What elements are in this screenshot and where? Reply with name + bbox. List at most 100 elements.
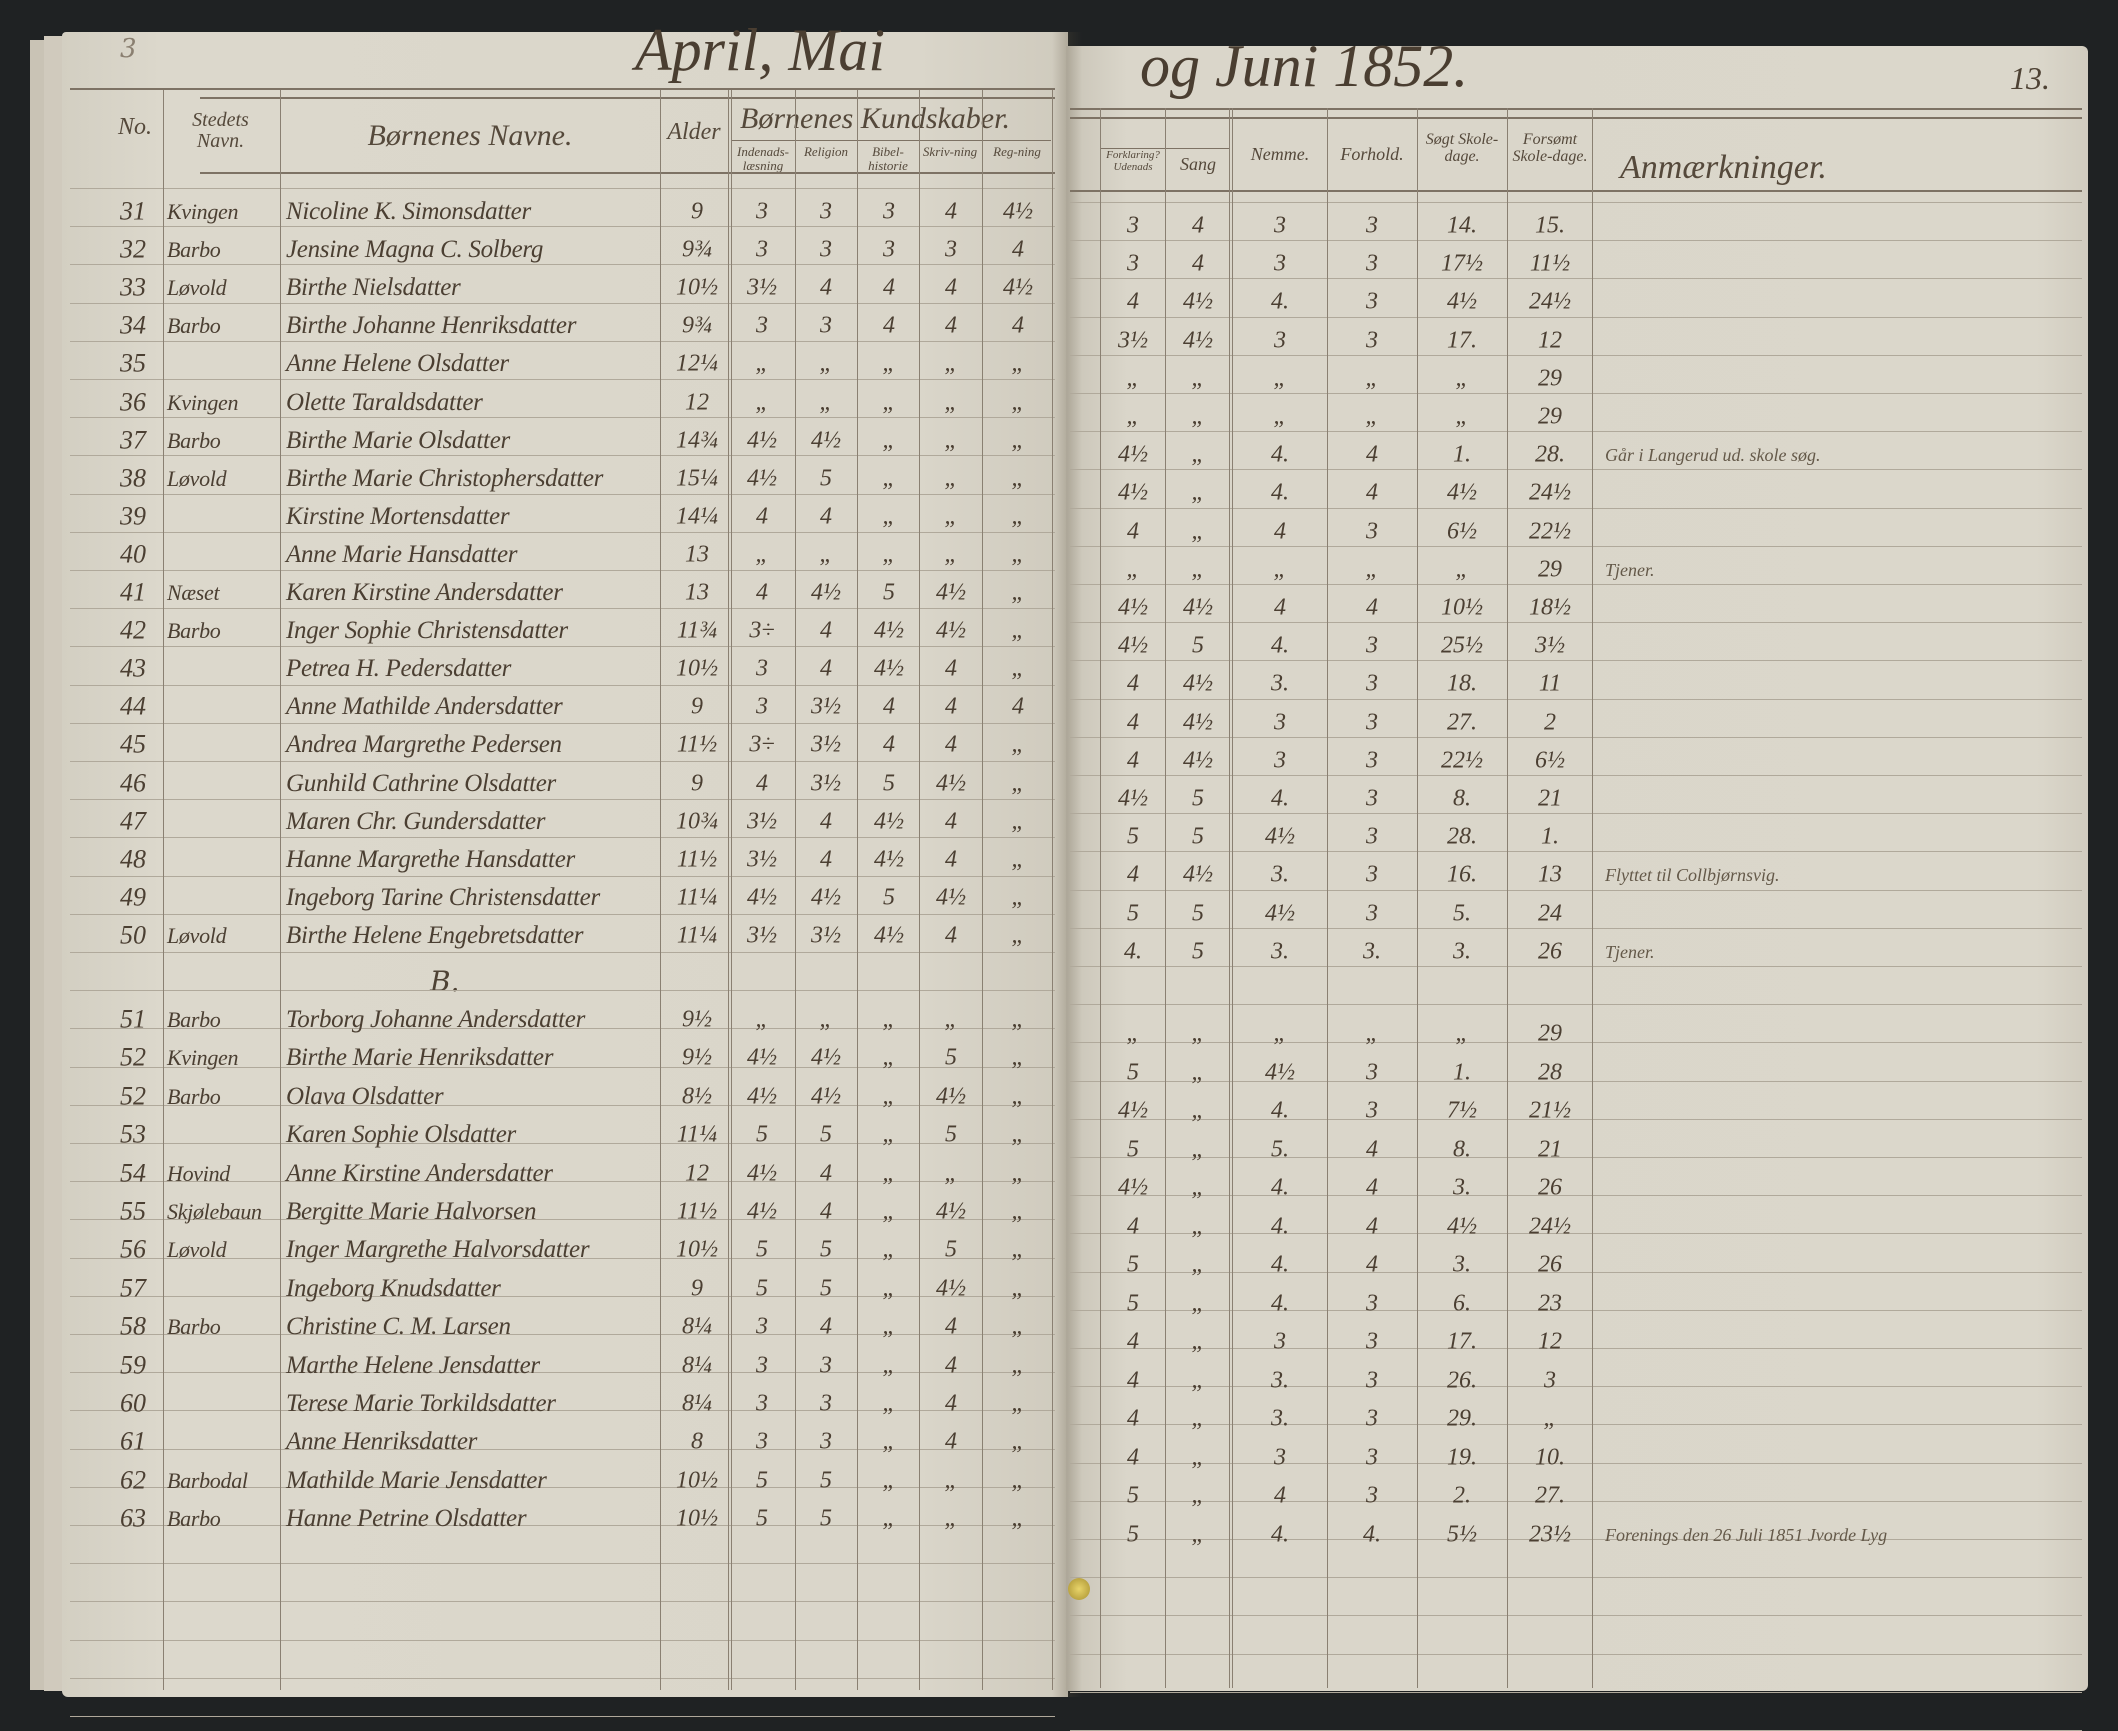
ruled-line xyxy=(1070,278,2082,279)
grade-or-days: 4 xyxy=(1127,288,1139,315)
row-number: 57 xyxy=(120,1273,146,1303)
child-name: Terese Marie Torkildsdatter xyxy=(286,1390,556,1417)
ruled-line xyxy=(1070,1081,2082,1082)
knowledge-grade: 4½ xyxy=(936,1198,966,1225)
remark: Flyttet til Collbjørnsvig. xyxy=(1605,865,1780,886)
age: 10½ xyxy=(676,655,718,682)
knowledge-grade: „ xyxy=(755,541,769,568)
grade-or-days: 3 xyxy=(1366,1367,1378,1394)
ruled-line xyxy=(70,1716,1055,1717)
knowledge-grade: 3÷ xyxy=(749,617,775,644)
grade-or-days: 24½ xyxy=(1529,288,1571,315)
ruled-line xyxy=(70,264,1055,265)
child-name: Hanne Margrethe Hansdatter xyxy=(286,845,575,873)
knowledge-grade: „ xyxy=(944,350,958,377)
knowledge-grade: „ xyxy=(1011,1390,1025,1417)
header-forsomt: Forsømt Skole-dage. xyxy=(1512,131,1588,165)
place-name: Barbo xyxy=(167,313,221,339)
child-name: Anne Helene Olsdatter xyxy=(286,350,509,378)
knowledge-grade: 3 xyxy=(756,312,768,339)
knowledge-grade: 4½ xyxy=(811,884,841,911)
row-number: 42 xyxy=(120,615,146,645)
column-divider xyxy=(1165,108,1166,1688)
ruled-line xyxy=(70,990,1055,991)
age: 13 xyxy=(685,541,709,568)
child-name: Ingeborg Knudsdatter xyxy=(286,1274,501,1302)
grade-or-days: 3 xyxy=(1127,212,1139,239)
grade-or-days: 3 xyxy=(1366,1405,1378,1432)
knowledge-grade: 4½ xyxy=(747,884,777,911)
ruled-line xyxy=(70,532,1055,533)
age: 11½ xyxy=(676,1198,718,1225)
grade-or-days: 3 xyxy=(1366,747,1378,774)
grade-or-days: 1. xyxy=(1541,823,1559,850)
ruled-line xyxy=(1070,737,2082,738)
knowledge-grade: „ xyxy=(1011,1044,1025,1071)
row-number: 55 xyxy=(120,1196,146,1226)
age: 9¾ xyxy=(682,312,712,339)
place-name: Løvold xyxy=(167,274,227,300)
grade-or-days: 3 xyxy=(1366,1328,1378,1355)
ruled-line xyxy=(1070,1042,2082,1043)
knowledge-grade: 4 xyxy=(820,1160,832,1187)
child-name: Anne Kirstine Andersdatter xyxy=(286,1159,553,1187)
grade-or-days: „ xyxy=(1191,479,1205,506)
grade-or-days: 4 xyxy=(1366,1174,1378,1201)
knowledge-grade: „ xyxy=(882,1467,896,1494)
knowledge-grade: „ xyxy=(1011,1083,1025,1110)
place-name: Løvold xyxy=(167,922,227,948)
remark: Går i Langerud ud. skole søg. xyxy=(1605,445,1821,466)
knowledge-grade: 4 xyxy=(945,312,957,339)
knowledge-grade: 3½ xyxy=(811,770,841,797)
grade-or-days: 28 xyxy=(1538,1059,1562,1086)
grade-or-days: „ xyxy=(1455,403,1469,430)
row-number: 52 xyxy=(120,1081,146,1111)
knowledge-grade: 4½ xyxy=(747,1160,777,1187)
age: 8½ xyxy=(682,1083,712,1110)
grade-or-days: 3. xyxy=(1453,938,1471,965)
grade-or-days: „ xyxy=(1126,365,1140,392)
column-divider xyxy=(1100,108,1101,1688)
knowledge-grade: „ xyxy=(1011,1352,1025,1379)
child-name: Maren Chr. Gundersdatter xyxy=(286,807,546,835)
grade-or-days: 4 xyxy=(1127,747,1139,774)
ruled-line xyxy=(70,417,1055,418)
grade-or-days: 3 xyxy=(1366,518,1378,545)
knowledge-grade: 4 xyxy=(756,770,768,797)
grade-or-days: „ xyxy=(1191,556,1205,583)
grade-or-days: 4 xyxy=(1127,1367,1139,1394)
grade-or-days: 5. xyxy=(1271,1136,1289,1163)
knowledge-grade: „ xyxy=(755,350,769,377)
knowledge-grade: 4 xyxy=(820,655,832,682)
grade-or-days: 5 xyxy=(1192,900,1204,927)
grade-or-days: 5½ xyxy=(1447,1521,1477,1548)
grade-or-days: „ xyxy=(1365,556,1379,583)
knowledge-grade: „ xyxy=(1011,427,1025,454)
knowledge-grade: „ xyxy=(944,427,958,454)
grade-or-days: 4. xyxy=(1271,1251,1289,1278)
grade-or-days: 17. xyxy=(1447,1328,1477,1355)
ruled-line xyxy=(1070,1233,2082,1234)
ruled-line xyxy=(70,494,1055,495)
grade-or-days: „ xyxy=(1273,1020,1287,1047)
knowledge-grade: „ xyxy=(882,503,896,530)
age: 10½ xyxy=(676,274,718,301)
knowledge-grade: „ xyxy=(819,541,833,568)
grade-or-days: 24½ xyxy=(1529,479,1571,506)
knowledge-grade: 4 xyxy=(945,655,957,682)
knowledge-grade: 4 xyxy=(756,503,768,530)
knowledge-grade: 3 xyxy=(883,198,895,225)
grade-or-days: 24½ xyxy=(1529,1213,1571,1240)
grade-or-days: 4½ xyxy=(1447,288,1477,315)
knowledge-grade: 3½ xyxy=(811,922,841,949)
ruled-line xyxy=(1070,355,2082,356)
row-number: 53 xyxy=(120,1119,146,1149)
column-divider xyxy=(982,90,983,1690)
grade-or-days: 4 xyxy=(1127,1405,1139,1432)
knowledge-grade: 5 xyxy=(820,1467,832,1494)
grade-or-days: 3½ xyxy=(1535,632,1565,659)
knowledge-grade: 5 xyxy=(945,1121,957,1148)
knowledge-grade: 5 xyxy=(756,1275,768,1302)
grade-or-days: 4. xyxy=(1271,1290,1289,1317)
grade-or-days: „ xyxy=(1273,556,1287,583)
